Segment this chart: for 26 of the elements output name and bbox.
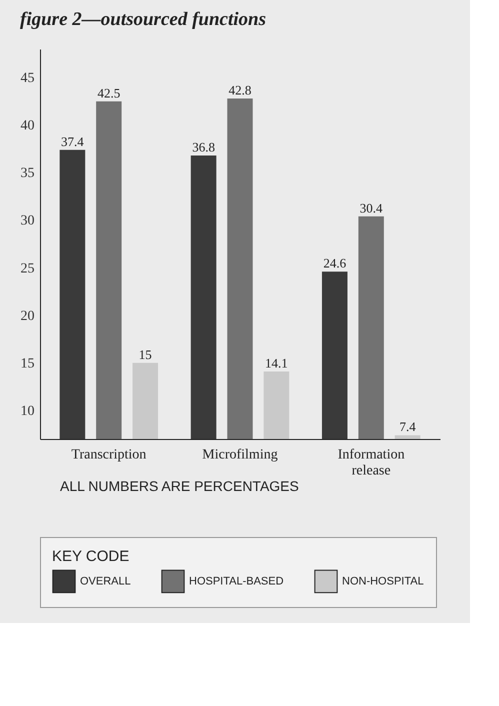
y-tick-label: 20 bbox=[20, 308, 34, 324]
data-label: 37.4 bbox=[61, 134, 84, 149]
data-label: 24.6 bbox=[323, 256, 347, 271]
y-tick-label: 25 bbox=[20, 261, 34, 276]
legend-label: HOSPITAL-BASED bbox=[189, 575, 284, 588]
y-tick-label: 35 bbox=[20, 166, 34, 182]
text: ALL NUMBERS ARE PERCENTAGES bbox=[60, 478, 299, 494]
legend-label: NON-HOSPITAL bbox=[342, 575, 424, 588]
y-tick-label: 45 bbox=[20, 71, 34, 86]
data-label: 36.8 bbox=[192, 140, 215, 155]
y-tick-label: 30 bbox=[20, 214, 34, 229]
data-label: 42.5 bbox=[97, 85, 120, 100]
x-tick-label: Information release bbox=[338, 448, 405, 478]
chart-title: figure 2—outsourced functions bbox=[20, 9, 266, 30]
data-label: 15 bbox=[138, 346, 152, 362]
y-tick-label: 40 bbox=[20, 118, 34, 134]
y-tick-label: 15 bbox=[20, 356, 34, 372]
data-label: 7.4 bbox=[399, 419, 416, 434]
legend-label: OVERALL bbox=[80, 575, 131, 588]
data-label: 42.8 bbox=[228, 82, 252, 98]
x-tick-label: Transcription bbox=[71, 448, 146, 462]
data-label: 14.1 bbox=[265, 355, 288, 370]
x-tick-label: Microfilming bbox=[202, 448, 278, 462]
y-tick-label: 10 bbox=[20, 404, 34, 419]
legend-title: KEY CODE bbox=[52, 548, 130, 565]
data-label: 30.4 bbox=[360, 200, 384, 216]
